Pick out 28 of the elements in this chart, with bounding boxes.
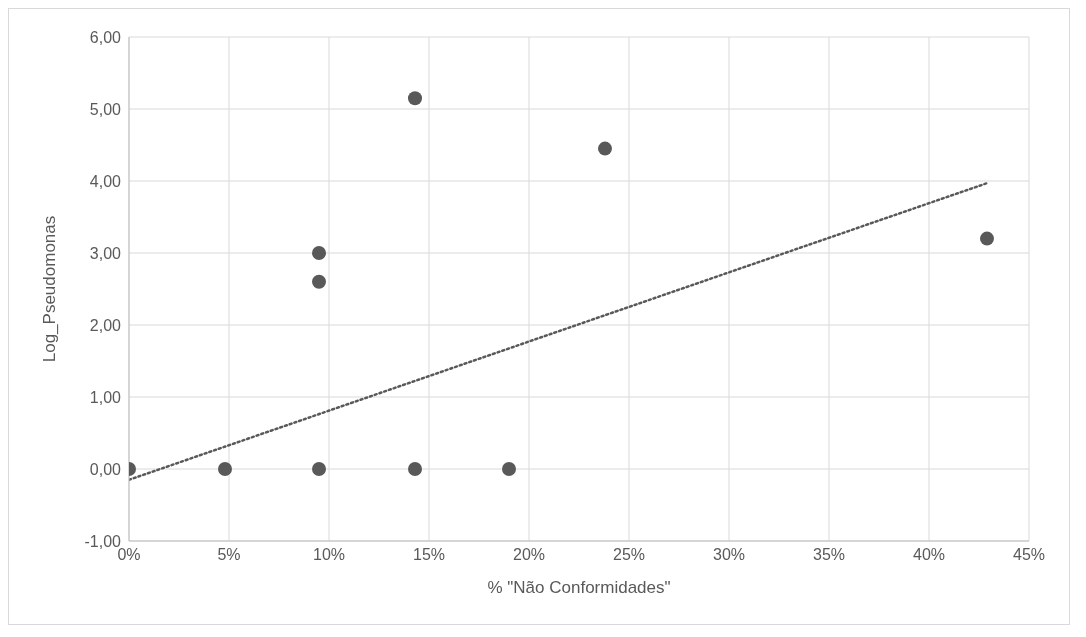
point <box>408 91 422 106</box>
y-tick-label: 1,00 <box>89 388 122 406</box>
y-tick-label: 3,00 <box>89 244 122 262</box>
x-tick-label: 15% <box>412 546 446 564</box>
x-tick-label: 45% <box>1012 546 1046 564</box>
point <box>312 246 326 260</box>
point <box>312 274 326 289</box>
x-tick-label: 40% <box>912 546 946 564</box>
point <box>502 462 516 476</box>
point <box>218 462 232 476</box>
y-tick-label: 2,00 <box>89 316 122 334</box>
point <box>312 462 326 476</box>
point <box>980 231 994 246</box>
y-tick-label: 4,00 <box>89 172 122 190</box>
x-tick-label: 30% <box>712 546 746 564</box>
point <box>598 141 612 156</box>
point <box>408 462 422 476</box>
x-tick-label: 20% <box>512 546 546 564</box>
y-axis-title: Log_Pseudomonas <box>40 215 60 363</box>
y-tick-label: 0,00 <box>89 460 122 478</box>
x-tick-label: 25% <box>612 546 646 564</box>
x-tick-label: 0% <box>117 546 141 564</box>
x-tick-label: 10% <box>312 546 346 564</box>
y-tick-label: 6,00 <box>89 28 122 46</box>
x-tick-label: 35% <box>812 546 846 564</box>
x-axis-title: % "Não Conformidades" <box>487 578 671 597</box>
x-tick-label: 5% <box>217 546 241 564</box>
y-tick-label: 5,00 <box>89 100 122 118</box>
